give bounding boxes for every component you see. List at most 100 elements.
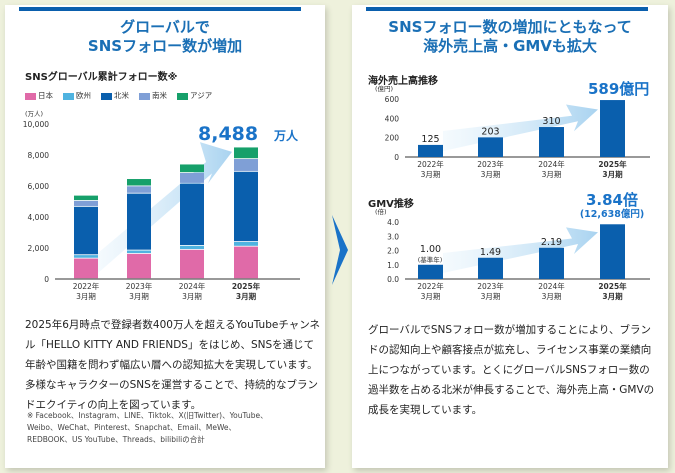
legend-label: 南米 [152,91,167,100]
left-card-topbar [19,7,301,11]
left-title-2: SNSフォロー数が増加 [87,37,243,55]
sns-chart-title: SNSグローバル累計フォロー数※ [25,72,178,83]
y-tick-label: 0 [394,153,399,162]
bar-segment-アジア [127,179,151,186]
legend-label: 日本 [38,91,53,100]
x-tick-label: 3月期 [129,292,149,301]
bar-value-label: 310 [542,116,560,127]
y-unit-label: (億円) [375,84,393,93]
left-footnote: ※ Facebook、Instagram、LINE、Tiktok、X(旧Twit… [27,411,268,444]
bar-value-label: 1.49 [480,247,501,258]
x-tick-label: 2022年 [417,159,444,169]
legend-swatch [101,92,112,100]
bar-segment-南米 [127,186,151,193]
legend-swatch [139,92,150,100]
total-annotation: 8,488 [198,123,258,145]
x-tick-label: 3月期 [542,170,562,179]
bar-value-label: 2.19 [541,237,562,248]
x-tick-label: 3月期 [481,292,501,301]
x-tick-label: 3月期 [602,169,623,179]
bar-segment-アジア [234,147,258,159]
x-tick-label: 2022年 [417,281,444,291]
legend-label: アジア [190,91,213,100]
bar-segment-北米 [127,193,151,250]
legend-item: 欧州 [63,90,91,101]
x-tick-label: 2025年 [232,281,261,291]
bar-value-label: 1.00 [420,244,441,255]
bar [418,144,443,157]
bar [539,247,564,279]
bar-segment-アジア [180,164,204,173]
y-tick-label: 10,000 [23,120,49,129]
legend-swatch [25,92,36,100]
y-tick-label: 2.0 [387,247,399,256]
legend-label: 欧州 [76,91,91,100]
y-tick-label: 3.0 [387,232,399,241]
y-tick-label: 200 [385,134,400,143]
bar-segment-南米 [180,172,204,183]
bar-segment-北米 [234,171,258,242]
bar-segment-日本 [74,258,98,279]
right-paragraph: グローバルでSNSフォロー数が増加することにより、ブランドの認知向上や顧客接点が… [368,324,655,416]
bar-segment-日本 [234,246,258,279]
left-paragraph: 2025年6月時点で登録者数400万人を超えるYouTubeチャンネル「HELL… [25,319,321,411]
bar-segment-欧州 [234,241,258,246]
right-title-2: 海外売上高・GMVも拡大 [423,37,597,55]
bar-segment-欧州 [127,250,151,254]
y-tick-label: 0.0 [387,275,399,284]
x-tick-label: 3月期 [76,292,96,301]
legend-swatch [63,92,74,100]
bar-value-label: 125 [421,134,439,145]
legend-item: 北米 [101,90,129,101]
x-tick-label: 2023年 [477,281,504,291]
bar-segment-欧州 [74,255,98,258]
legend-item: 日本 [25,90,53,101]
y-tick-label: 6,000 [28,182,50,191]
x-tick-label: 2024年 [179,281,206,291]
gmv-title: GMV推移 [368,199,414,210]
bar-segment-日本 [180,249,204,279]
x-tick-label: 2025年 [598,281,627,291]
y-tick-label: 0 [44,275,49,284]
bar-segment-日本 [127,253,151,279]
y-tick-label: 2,000 [28,244,50,253]
bar-segment-アジア [74,195,98,201]
y-unit-label: (倍) [375,207,387,216]
overseas-sales-title: 海外売上高推移 [368,76,438,87]
bar [478,137,503,157]
y-tick-label: 600 [385,95,400,104]
legend-item: アジア [177,90,212,101]
y-tick-label: 8,000 [28,151,50,160]
y-tick-label: 400 [385,114,400,123]
trend-arrow [98,142,232,273]
bar-segment-南米 [74,200,98,206]
y-tick-label: 4,000 [28,213,50,222]
x-tick-label: 3月期 [421,292,441,301]
x-tick-label: 3月期 [602,291,623,301]
bar-value-label: 203 [481,126,499,137]
base-year-note: (基準年) [418,255,443,264]
bar-segment-欧州 [180,245,204,250]
sales-annotation: 589億円 [588,80,649,98]
trend-arrow [443,227,598,273]
bar [478,257,503,279]
legend-label: 北米 [114,91,129,100]
chevron-arrow-icon [332,215,348,285]
y-tick-label: 4.0 [387,218,399,227]
x-tick-label: 3月期 [481,170,501,179]
right-title-1: SNSフォロー数の増加にともなって [388,18,632,36]
legend-swatch [177,92,188,100]
bar-segment-南米 [234,159,258,171]
y-unit-label: (万人) [25,110,43,118]
gmv-annotation: 3.84倍 [586,191,638,209]
left-card: グローバルで SNSフォロー数が増加 SNSグローバル累計フォロー数※ 日本 欧州… [5,5,325,468]
x-tick-label: 2024年 [538,159,565,169]
bar-segment-北米 [180,183,204,246]
x-tick-label: 3月期 [182,292,202,301]
x-tick-label: 2023年 [126,281,153,291]
total-annotation-unit: 万人 [273,128,299,143]
right-card-topbar [366,7,648,11]
bar [600,100,625,157]
legend-item: 南米 [139,90,167,101]
